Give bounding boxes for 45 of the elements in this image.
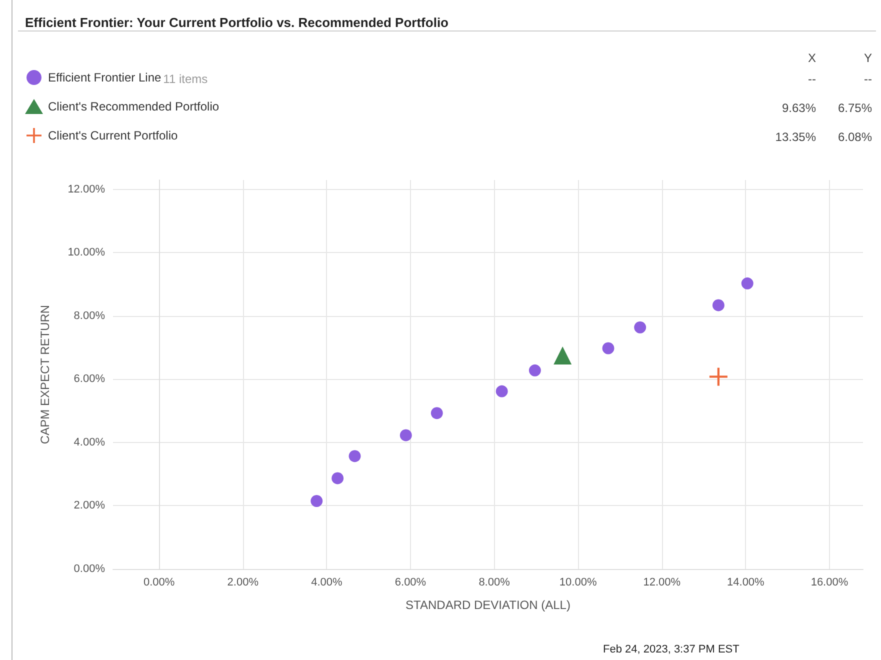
y-tick-label: 4.00%: [74, 436, 106, 448]
point: [709, 368, 728, 386]
point: [332, 472, 344, 484]
text: --: [808, 72, 816, 86]
point: [634, 321, 646, 334]
legend-label: Efficient Frontier Line: [48, 70, 162, 84]
x-tick-label: 14.00%: [727, 576, 765, 588]
point: [310, 495, 323, 507]
x-tick-label: 12.00%: [643, 576, 681, 588]
y-tick-label: 0.00%: [74, 563, 106, 575]
text: 6.75%: [838, 101, 872, 115]
x-tick-label: 8.00%: [478, 576, 510, 588]
point: [348, 450, 361, 462]
chart-title: Efficient Frontier: Your Current Portfolio vs. Recommended Portfolio: [25, 15, 449, 30]
point: [741, 277, 754, 290]
text: X: [808, 51, 816, 65]
x-axis-title: STANDARD DEVIATION (ALL): [406, 598, 570, 612]
legend-label: Client's Current Portfolio: [48, 128, 178, 142]
x-tick-label: 10.00%: [559, 576, 597, 588]
x-tick-label: 16.00%: [810, 576, 848, 588]
text: 9.63%: [782, 101, 816, 115]
y-tick-label: 10.00%: [68, 246, 106, 259]
y-tick-label: 12.00%: [68, 183, 106, 196]
point: [400, 429, 412, 442]
point: [602, 342, 614, 354]
point: [712, 299, 724, 312]
text: --: [864, 72, 872, 86]
y-axis-title: CAPM EXPECT RETURN: [38, 304, 52, 444]
x-tick-label: 4.00%: [311, 576, 342, 588]
point: [528, 364, 541, 376]
y-tick-label: 6.00%: [74, 373, 106, 386]
y-tick-label: 2.00%: [74, 500, 106, 512]
text: 13.35%: [775, 130, 816, 144]
y-tick-label: 8.00%: [74, 310, 106, 322]
x-tick-label: 0.00%: [143, 576, 175, 588]
x-tick-label: 6.00%: [394, 576, 426, 588]
x-tick-label: 2.00%: [227, 576, 259, 588]
text: Feb 24, 2023, 3:37 PM EST: [603, 644, 740, 656]
text: 6.08%: [838, 130, 872, 144]
point: [554, 346, 572, 365]
point: [496, 385, 508, 398]
text: 11 items: [163, 72, 208, 86]
text: Y: [864, 51, 872, 65]
point: [430, 407, 443, 420]
legend-label: Client's Recommended Portfolio: [48, 100, 220, 114]
